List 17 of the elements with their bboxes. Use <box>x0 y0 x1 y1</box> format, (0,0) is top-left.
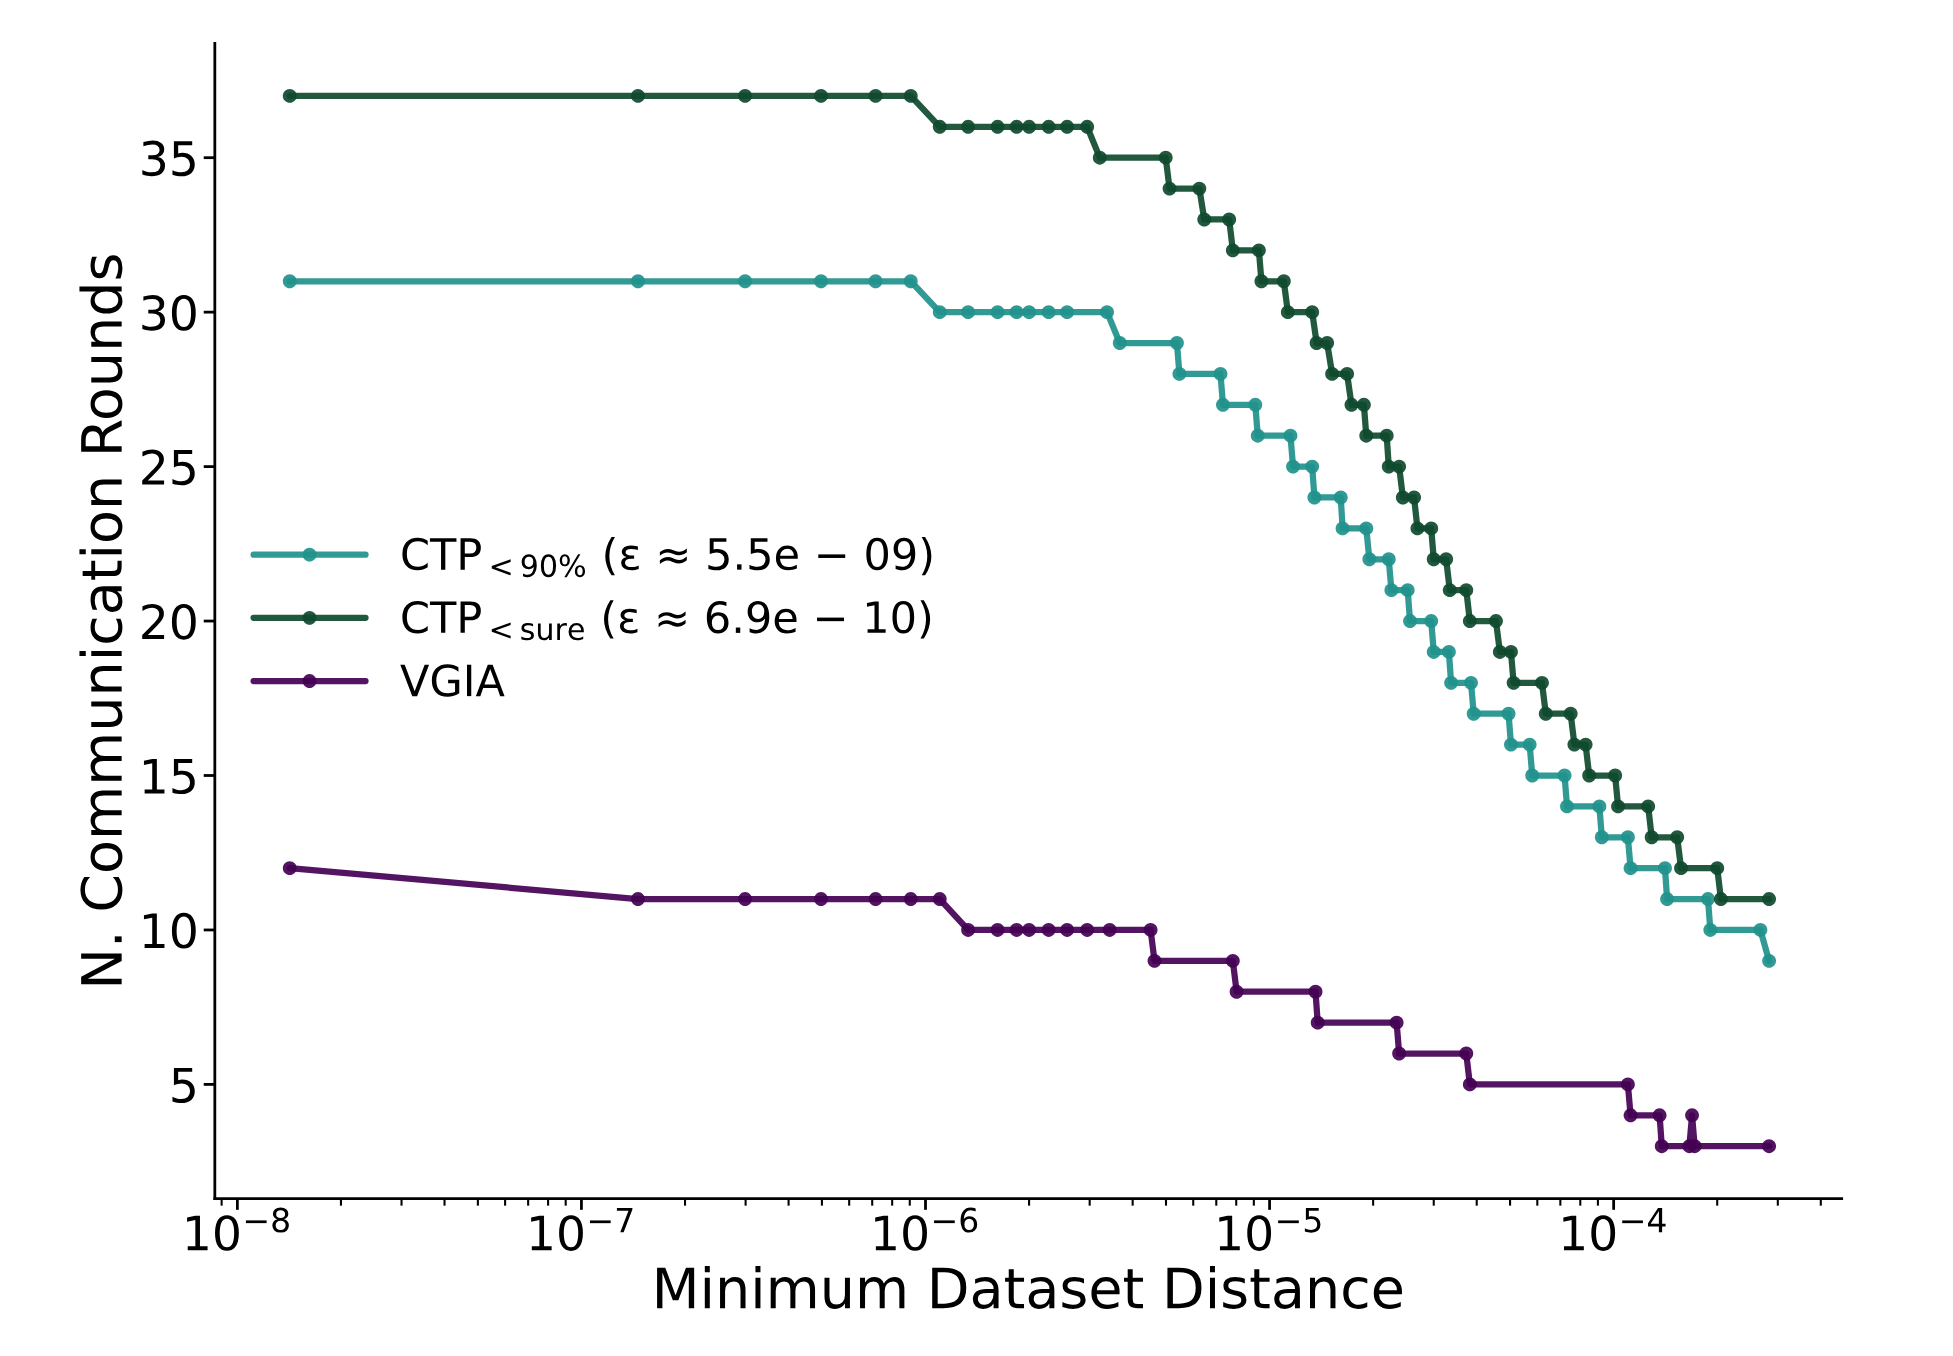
y-tick-label: 15 <box>143 759 195 795</box>
legend-label: VGIA <box>400 664 505 697</box>
y-tick-label: 25 <box>142 449 195 486</box>
y-tick-label: 5 <box>172 1067 195 1104</box>
x-tick-label: 10$^{−7}$ <box>531 1208 633 1251</box>
x-tick-label: 10$^{−4}$ <box>1563 1208 1666 1251</box>
y-tick-label: 20 <box>142 603 196 640</box>
x-tick-label: 10$^{−5}$ <box>1219 1208 1321 1251</box>
x-axis-title: Minimum Dataset Distance <box>657 1265 1402 1309</box>
x-tick-label: 10$^{−6}$ <box>875 1207 978 1251</box>
x-tick-label: 10$^{−8}$ <box>187 1207 289 1251</box>
y-tick-label: 35 <box>142 140 195 177</box>
y-tick-label: 30 <box>142 295 196 331</box>
legend-label: CTP$_{<90%}$ (ε ≈ 5.5e − 09) <box>402 537 932 578</box>
y-axis-title: N. Communication Rounds <box>79 255 123 985</box>
y-tick-label: 10 <box>143 912 196 949</box>
legend-label: CTP$_{<sure}$ (ε ≈ 6.9e − 10) <box>402 600 931 641</box>
